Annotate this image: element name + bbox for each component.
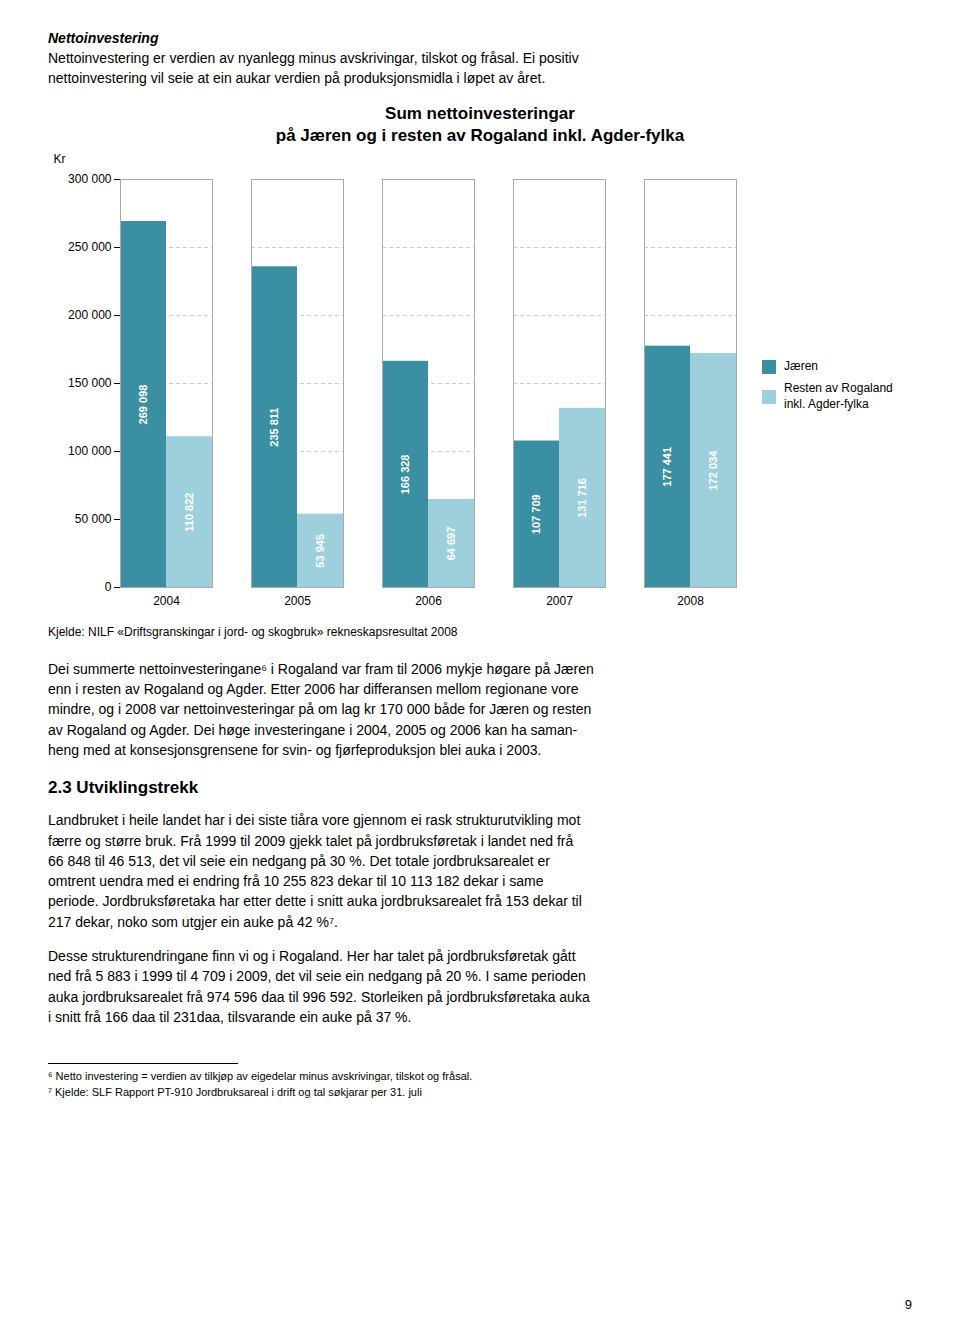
svg-text:0: 0 (105, 580, 112, 594)
svg-text:2004: 2004 (153, 594, 180, 608)
html-text:Desse strukturendringane finn: Desse strukturendringane finn vi og i Ro… (48, 948, 590, 1025)
svg-text:2008: 2008 (677, 594, 704, 608)
html-text:Nettoinvestering: Nettoinvestering (48, 30, 159, 46)
html-text:Nettoinvestering er verdien av: Nettoinvestering er verdien av nyanlegg … (48, 50, 579, 87)
svg-text:300 000: 300 000 (68, 172, 112, 186)
svg-text:250 000: 250 000 (68, 240, 112, 254)
svg-text:150 000: 150 000 (68, 376, 112, 390)
svg-text:2005: 2005 (284, 594, 311, 608)
html-text:⁷ Kjelde: SLF Rapport PT-910 J: ⁷ Kjelde: SLF Rapport PT-910 Jordbruksar… (48, 1086, 422, 1099)
svg-text:200 000: 200 000 (68, 308, 112, 322)
html-text:Resten av Rogaland inkl. Agder: Resten av Rogaland inkl. Agder-fylka (784, 381, 893, 411)
svg-text:177 441: 177 441 (661, 447, 673, 487)
svg-text:110 822: 110 822 (183, 492, 195, 531)
html-text:Jæren: Jæren (784, 359, 818, 374)
svg-text:2006: 2006 (415, 594, 442, 608)
svg-text:Kr: Kr (54, 152, 66, 166)
html-text:⁶ Netto investering = verdien: ⁶ Netto investering = verdien av tilkjøp… (48, 1070, 473, 1083)
svg-text:100 000: 100 000 (68, 444, 112, 458)
html-text:Landbruket i heile landet har: Landbruket i heile landet har i dei sist… (48, 812, 582, 930)
svg-text:166 328: 166 328 (399, 454, 411, 494)
svg-text:2007: 2007 (546, 594, 573, 608)
html-text:9: 9 (904, 1297, 912, 1312)
svg-text:172 034: 172 034 (707, 450, 719, 491)
svg-text:53 945: 53 945 (314, 534, 326, 568)
html-text:Sum nettoinvesteringar på Jære: Sum nettoinvesteringar på Jæren og i res… (275, 103, 685, 145)
html-text:Dei summerte nettoinvesteringa: Dei summerte nettoinvesteringane⁶ i Roga… (48, 660, 594, 758)
svg-text:235 811: 235 811 (268, 407, 280, 446)
html-text:2.3 Utviklingstrekk: 2.3 Utviklingstrekk (48, 778, 199, 798)
svg-text:269 098: 269 098 (137, 384, 149, 424)
svg-text:107 709: 107 709 (530, 494, 542, 534)
svg-text:50 000: 50 000 (75, 512, 112, 526)
html-text:Kjelde: NILF «Driftsgranskinga: Kjelde: NILF «Driftsgranskingar i jord- … (48, 624, 458, 639)
svg-text:64 697: 64 697 (445, 526, 457, 560)
svg-text:131 716: 131 716 (576, 478, 588, 518)
